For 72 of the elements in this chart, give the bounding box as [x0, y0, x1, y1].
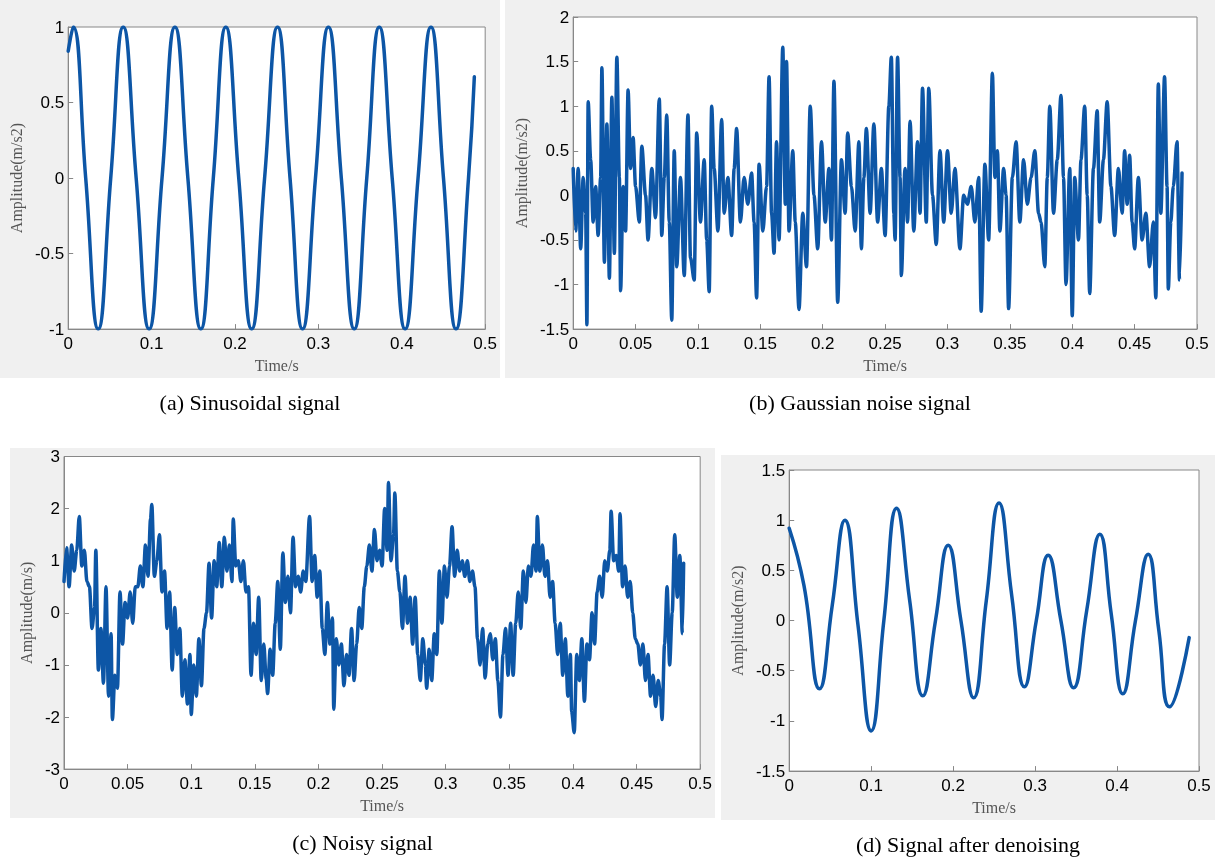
- x-tick-label: 0.05: [619, 334, 653, 354]
- y-tick-label: 2: [559, 7, 570, 27]
- x-tick-label: 0.15: [743, 334, 777, 354]
- y-tick-label: 0: [54, 168, 65, 188]
- text: (b) Gaussian noise signal: [748, 390, 972, 416]
- x-tick-label: 0.25: [868, 334, 902, 354]
- y-tick-label: 0.5: [545, 141, 570, 161]
- x-tick-label: 0.05: [111, 774, 145, 794]
- x-tick-label: 0.2: [223, 334, 247, 354]
- y-axis-title: Amplitude(m/s2): [512, 117, 531, 229]
- y-tick-label: -0.5: [755, 661, 786, 681]
- x-tick-label: 0.1: [179, 774, 204, 794]
- x-tick-label: 0.2: [941, 776, 965, 796]
- x-tick-label: 0.1: [139, 334, 164, 354]
- y-tick-label: -0.5: [34, 244, 65, 264]
- line-series: [787, 501, 1191, 733]
- x-tick-label: 0.5: [1187, 776, 1211, 796]
- x-tick-label: 0.4: [1060, 334, 1085, 354]
- y-tick-label: -1.5: [539, 319, 570, 339]
- x-axis-title: Time/s: [972, 798, 1017, 816]
- x-tick-label: 0.2: [810, 334, 835, 354]
- line-series: [62, 480, 686, 735]
- y-tick-label: 0: [775, 611, 786, 631]
- y-tick-label: 0: [50, 603, 61, 623]
- y-tick-label: -1.5: [755, 761, 786, 781]
- text: (a) Sinusoidal signal: [158, 390, 342, 416]
- x-tick-label: 0.25: [365, 774, 399, 794]
- y-tick-label: 2: [50, 499, 61, 519]
- y-axis-title: Amplitude(m/s): [17, 561, 36, 664]
- x-tick-label: 0.45: [620, 774, 654, 794]
- x-axis-title: Time/s: [863, 356, 908, 374]
- x-axis-title: Time/s: [254, 356, 299, 374]
- text: (d) Signal after denoising: [854, 832, 1082, 858]
- x-tick-label: 0.35: [993, 334, 1027, 354]
- x-tick-label: 0.15: [238, 774, 272, 794]
- x-tick-label: 0.3: [1023, 776, 1047, 796]
- x-tick-label: 0.5: [1185, 334, 1209, 354]
- x-tick-label: 0.3: [935, 334, 960, 354]
- x-tick-label: 0.2: [306, 774, 331, 794]
- x-tick-label: 0.1: [859, 776, 883, 796]
- y-tick-label: -3: [44, 759, 61, 779]
- y-tick-label: -0.5: [539, 230, 570, 250]
- x-tick-label: 0.3: [433, 774, 458, 794]
- y-tick-label: 1.5: [761, 460, 786, 480]
- y-tick-label: -1: [44, 655, 61, 675]
- x-tick-label: 0.5: [473, 334, 497, 354]
- x-tick-label: 0.35: [492, 774, 526, 794]
- y-tick-label: -1: [770, 711, 786, 731]
- y-tick-label: -1: [49, 319, 65, 339]
- y-tick-label: -1: [554, 275, 570, 295]
- y-tick-label: 0.5: [761, 560, 786, 580]
- y-tick-label: 0: [559, 185, 570, 205]
- x-tick-label: 0.4: [1105, 776, 1129, 796]
- x-tick-label: 0.5: [688, 774, 712, 794]
- y-axis-title: Amplitude(m/s2): [7, 122, 26, 234]
- y-tick-label: 1.5: [545, 52, 570, 72]
- y-axis-title: Amplitude(m/s2): [728, 565, 747, 676]
- y-tick-label: 1: [54, 17, 65, 37]
- y-tick-label: 1: [50, 551, 61, 571]
- x-tick-label: 0.1: [686, 334, 710, 354]
- y-tick-label: 0.5: [40, 93, 65, 113]
- text: (c) Noisy signal: [291, 830, 434, 856]
- y-tick-label: -2: [44, 707, 61, 727]
- y-tick-label: 1: [775, 510, 786, 530]
- y-tick-label: 1: [559, 96, 570, 116]
- x-tick-label: 0.4: [389, 334, 414, 354]
- x-tick-label: 0.4: [561, 774, 585, 794]
- x-axis-title: Time/s: [360, 796, 405, 814]
- line-series: [571, 45, 1184, 327]
- y-tick-label: 3: [50, 447, 61, 466]
- x-tick-label: 0.3: [306, 334, 331, 354]
- x-tick-label: 0.45: [1118, 334, 1152, 354]
